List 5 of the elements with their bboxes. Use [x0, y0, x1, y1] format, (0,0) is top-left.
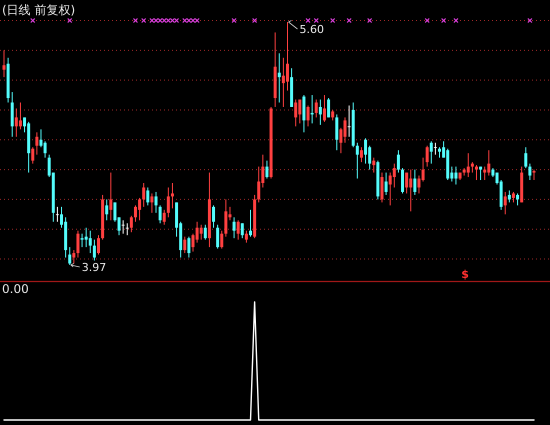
chart-title: (日线 前复权) — [2, 3, 76, 17]
annotation: 3.97 — [82, 261, 106, 274]
text: $ — [461, 268, 469, 281]
annotation: 5.60 — [299, 23, 324, 36]
chart-title: 0.00 — [2, 282, 29, 296]
